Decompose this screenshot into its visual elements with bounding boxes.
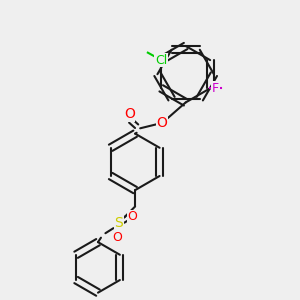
Text: F: F [212,82,219,95]
Text: Cl: Cl [155,54,167,67]
Text: O: O [157,116,167,130]
Text: O: O [124,107,135,121]
Text: S: S [114,216,123,230]
Text: O: O [112,231,122,244]
Text: O: O [127,210,137,224]
